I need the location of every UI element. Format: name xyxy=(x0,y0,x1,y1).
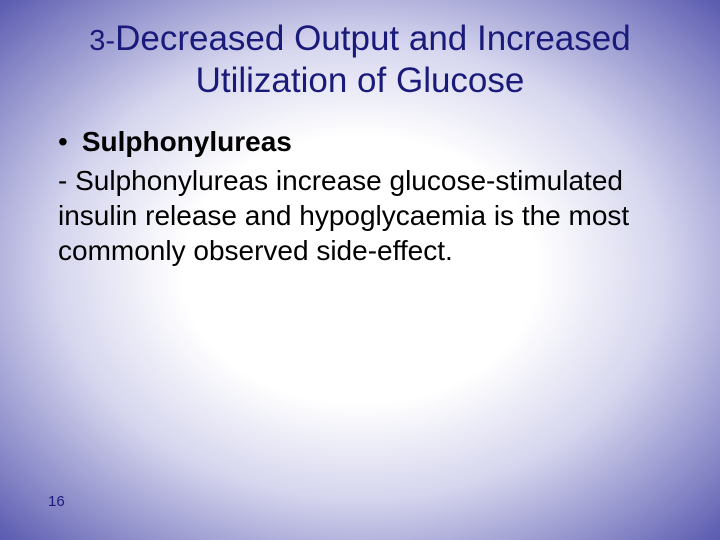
page-number: 16 xyxy=(48,493,65,510)
bullet-item: • Sulphonylureas xyxy=(48,124,678,159)
title-prefix: 3- xyxy=(89,25,115,57)
body-paragraph: - Sulphonylureas increase glucose-stimul… xyxy=(48,163,678,268)
content-area: • Sulphonylureas - Sulphonylureas increa… xyxy=(42,124,678,268)
bullet-label: Sulphonylureas xyxy=(82,124,292,159)
bullet-marker: • xyxy=(58,124,68,159)
slide-title: 3-Decreased Output and Increased Utiliza… xyxy=(42,18,678,102)
slide-container: 3-Decreased Output and Increased Utiliza… xyxy=(0,0,720,540)
title-line-2: Utilization of Glucose xyxy=(196,61,525,100)
title-line-1: Decreased Output and Increased xyxy=(115,19,631,58)
